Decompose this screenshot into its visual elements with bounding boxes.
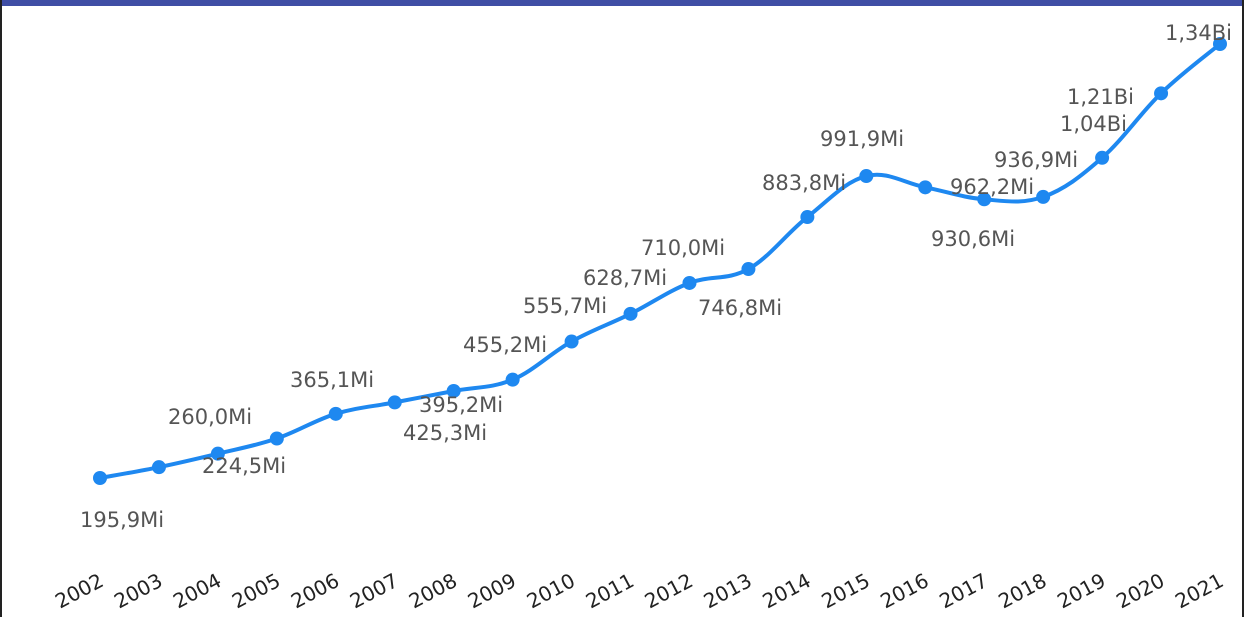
- data-point-2006[interactable]: [328, 406, 343, 421]
- data-point-2002[interactable]: [93, 471, 107, 485]
- data-label-2016: 962,2Mi: [950, 175, 1034, 199]
- series-line: [99, 42, 1222, 480]
- x-tick-label-2007: 2007: [346, 568, 402, 613]
- data-point-2021[interactable]: [1213, 37, 1227, 51]
- data-label-2010: 555,7Mi: [523, 294, 607, 318]
- x-tick-label-2014: 2014: [759, 568, 815, 613]
- data-point-2004[interactable]: [210, 446, 225, 461]
- data-label-2002: 195,9Mi: [80, 508, 164, 532]
- data-label-2014: 883,8Mi: [762, 171, 846, 195]
- x-tick-label-2018: 2018: [994, 568, 1050, 613]
- data-point-2018[interactable]: [1036, 189, 1051, 204]
- x-tick-label-2009: 2009: [464, 568, 520, 613]
- x-tick-label-2013: 2013: [700, 568, 756, 613]
- data-label-2012: 710,0Mi: [641, 236, 725, 260]
- x-tick-label-2016: 2016: [876, 568, 932, 613]
- data-point-2017[interactable]: [977, 192, 992, 207]
- data-label-2008: 425,3Mi: [403, 421, 487, 445]
- data-label-2009: 455,2Mi: [463, 333, 547, 357]
- x-tick-label-2020: 2020: [1112, 568, 1168, 613]
- x-tick-label-2003: 2003: [110, 568, 166, 613]
- x-tick-label-2019: 2019: [1053, 568, 1109, 613]
- data-label-2003: 224,5Mi: [202, 454, 286, 478]
- left-border: [0, 0, 2, 617]
- data-point-2010[interactable]: [564, 334, 579, 349]
- x-tick-label-2012: 2012: [641, 568, 697, 613]
- data-label-2019: 1,04Bi: [1060, 112, 1127, 136]
- data-label-2007: 395,2Mi: [419, 393, 503, 417]
- data-label-2021: 1,34Bi: [1165, 21, 1232, 45]
- x-tick-label-2015: 2015: [817, 568, 873, 613]
- data-point-2016[interactable]: [918, 180, 933, 195]
- header-bar: [0, 0, 1244, 6]
- data-label-2011: 628,7Mi: [583, 266, 667, 290]
- data-label-2004: 260,0Mi: [168, 405, 252, 429]
- data-point-2014[interactable]: [800, 210, 815, 225]
- x-tick-label-2017: 2017: [935, 568, 991, 613]
- data-label-2015: 991,9Mi: [820, 127, 904, 151]
- x-tick-label-2005: 2005: [228, 568, 284, 613]
- right-border: [1242, 0, 1244, 617]
- x-tick-label-2006: 2006: [287, 568, 343, 613]
- x-tick-label-2008: 2008: [405, 568, 461, 613]
- x-tick-label-2002: 2002: [51, 568, 107, 613]
- x-tick-label-2004: 2004: [169, 568, 225, 613]
- data-label-2017: 930,6Mi: [931, 227, 1015, 251]
- data-point-2007[interactable]: [387, 395, 402, 410]
- data-point-2005[interactable]: [269, 431, 284, 446]
- data-point-2015[interactable]: [859, 169, 874, 184]
- data-point-2020[interactable]: [1154, 86, 1169, 101]
- data-point-2013[interactable]: [741, 262, 756, 277]
- x-tick-label-2011: 2011: [582, 568, 638, 613]
- data-label-2020: 1,21Bi: [1067, 85, 1134, 109]
- data-point-2003[interactable]: [151, 460, 166, 475]
- data-point-2011[interactable]: [623, 306, 638, 321]
- data-point-2009[interactable]: [505, 372, 520, 387]
- data-label-2018: 936,9Mi: [994, 148, 1078, 172]
- data-point-2019[interactable]: [1095, 150, 1110, 165]
- data-label-2006: 365,1Mi: [290, 368, 374, 392]
- x-tick-label-2021: 2021: [1171, 568, 1227, 613]
- data-point-2008[interactable]: [446, 383, 461, 398]
- data-point-2012[interactable]: [682, 275, 697, 290]
- data-label-2013: 746,8Mi: [698, 296, 782, 320]
- x-tick-label-2010: 2010: [523, 568, 579, 613]
